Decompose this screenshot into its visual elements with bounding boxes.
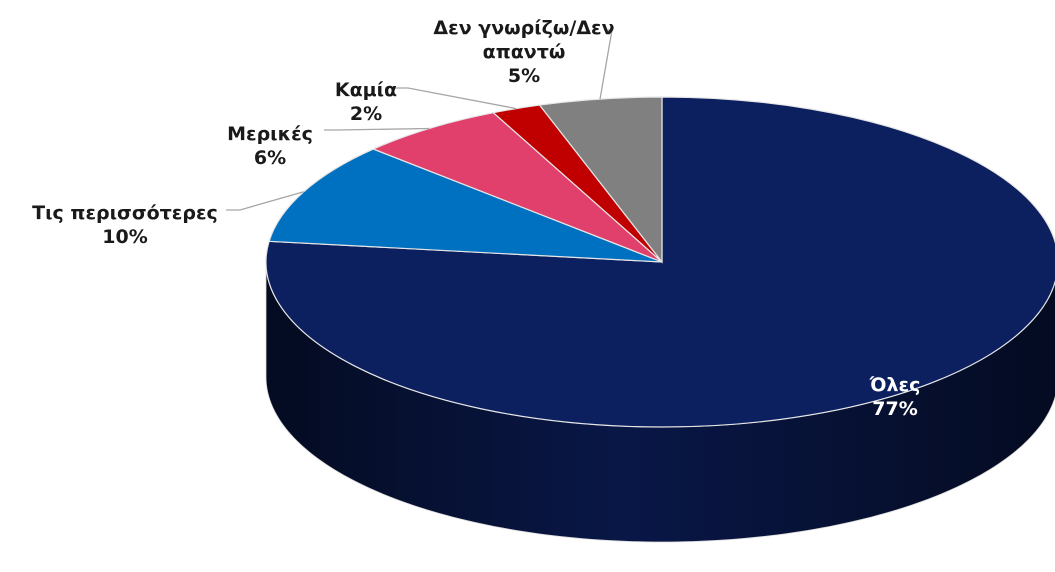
slice [538,96,663,264]
value-label: 5% [507,65,541,87]
value-label: 2% [349,103,383,125]
data-label: Μερικές 6% [227,122,313,170]
category-label: Δεν γνωρίζω/Δεν απαντώ [433,17,615,63]
category-label: Καμία [334,79,398,101]
value-label: 6% [253,147,287,169]
data-label: Όλες 77% [870,373,921,421]
leader-line [226,191,304,211]
slice [268,148,663,263]
data-label: Τις περισσότερες 10% [32,201,218,249]
data-label: Καμία 2% [335,78,397,126]
data-label: Δεν γνωρίζω/Δεν απαντώ 5% [404,16,644,88]
leader-line [599,29,613,100]
value-label: 10% [102,226,148,248]
category-label: Τις περισσότερες [32,202,218,224]
leader-line [394,87,517,110]
leader-line [324,127,430,131]
value-label: 77% [872,398,918,420]
category-label: Μερικές [227,123,313,145]
category-label: Όλες [869,374,921,396]
